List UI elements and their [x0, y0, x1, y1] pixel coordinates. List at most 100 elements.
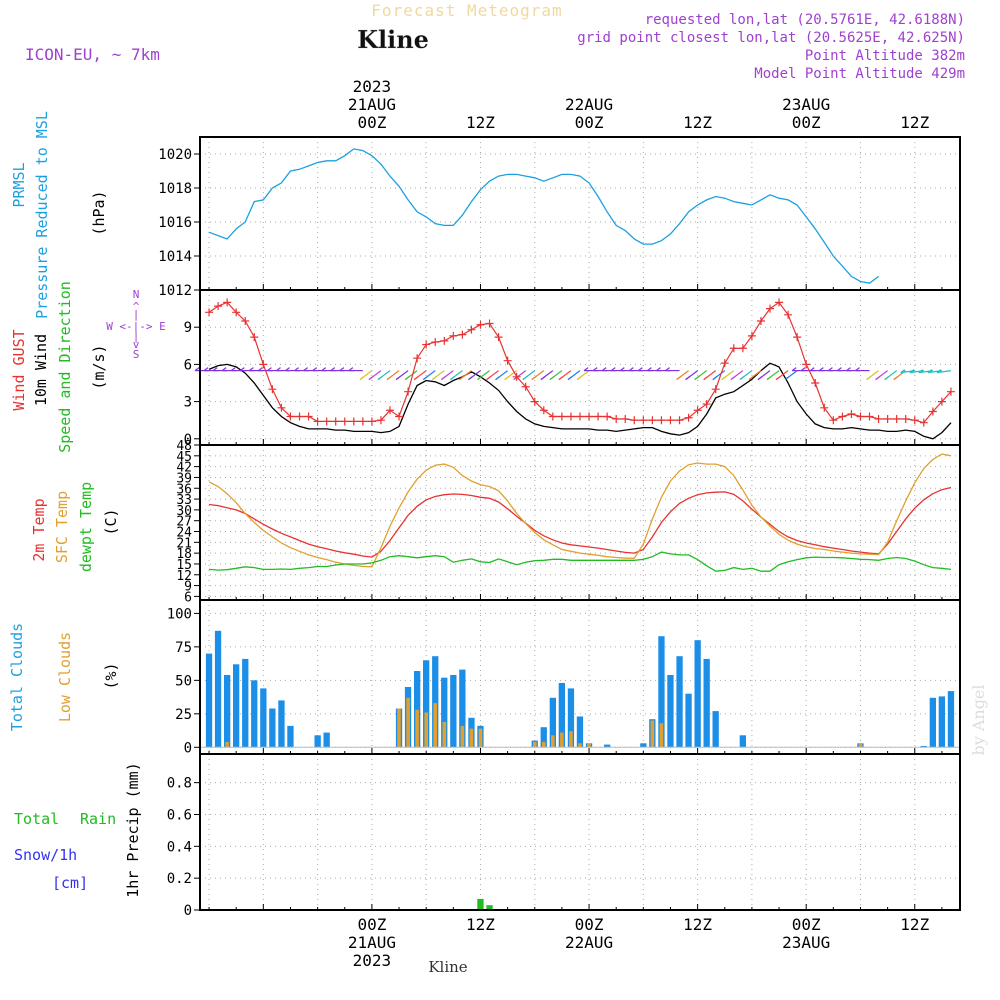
precip-label-total: Total [14, 810, 59, 828]
y-tick-label: 12 [176, 569, 192, 584]
clouds-label-total: Total Clouds [8, 623, 26, 731]
compass-bar: | [133, 308, 140, 321]
gust-marker [802, 360, 811, 369]
gust-marker [910, 416, 919, 425]
gust-marker [395, 412, 404, 421]
wind-arrow-head [918, 369, 924, 374]
gust-marker [232, 308, 241, 317]
wind-arrow-head [348, 367, 354, 372]
wind-arrow-head [927, 369, 933, 374]
gust-marker [250, 333, 259, 342]
wind-arrow-head [900, 369, 906, 374]
total-cloud-bar [287, 725, 294, 748]
gust-marker [892, 414, 901, 423]
total-cloud-bar [260, 688, 267, 748]
gust-marker [639, 416, 648, 425]
gust-marker [458, 330, 467, 339]
y-tick-label: 1012 [158, 283, 192, 299]
wind-arrow-head [359, 376, 365, 381]
wind-arrow-head [855, 367, 860, 372]
gust-marker [838, 412, 847, 421]
wind-arrow-head [703, 376, 709, 381]
wind-arrow-head [276, 367, 281, 372]
total-cloud-bar [667, 675, 674, 748]
wind-arrow-head [748, 376, 754, 381]
bottom-axis-label: 12Z [900, 915, 929, 934]
precip-label-rain: Rain [80, 810, 116, 828]
gust-marker [214, 302, 223, 311]
gust-marker [576, 412, 584, 421]
gust-marker [413, 354, 422, 363]
total-cloud-bar [920, 746, 927, 748]
wind-arrow-head [837, 367, 842, 372]
wind-label-speed-dir: Speed and Direction [56, 281, 74, 453]
gust-marker [340, 417, 349, 426]
gust-marker [431, 338, 440, 347]
low-cloud-bar [650, 720, 655, 748]
gust-marker [548, 412, 557, 421]
y-tick-label: 6 [184, 590, 192, 605]
gust-marker [738, 344, 747, 353]
low-cloud-bar [469, 728, 474, 748]
wind-arrow-head [775, 376, 781, 381]
y-tick-label: 39 [176, 471, 192, 486]
wind-label-gust: Wind GUST [10, 329, 28, 410]
gust-marker [585, 412, 594, 421]
wind-direction-arrow [936, 370, 952, 374]
wind-arrow-head [248, 367, 254, 372]
gust-marker [440, 336, 449, 345]
series-line-10m-wind [208, 362, 952, 440]
wind-arrow-head [422, 376, 428, 381]
total-cloud-bar [929, 697, 936, 748]
wind-arrow-head [395, 376, 401, 381]
wind-arrow-head [203, 367, 209, 372]
gust-marker [865, 412, 874, 421]
wind-label-10m: 10m Wind [32, 334, 50, 406]
gust-marker [485, 319, 494, 328]
gust-marker [313, 417, 322, 426]
wind-arrow-head [638, 367, 643, 372]
gust-marker [277, 403, 286, 412]
y-tick-label: 0 [184, 740, 192, 756]
pressure-label-msl: Pressure Reduced to MSL [33, 111, 51, 319]
gust-marker [349, 417, 358, 426]
low-cloud-bar [415, 709, 419, 748]
wind-arrow-head [665, 367, 670, 372]
y-tick-label: 0 [184, 903, 192, 919]
wind-arrow-head [791, 367, 797, 372]
gust-marker [304, 412, 313, 421]
gust-marker [503, 356, 512, 365]
low-cloud-bar [397, 708, 401, 748]
rain-bar [486, 905, 493, 910]
low-cloud-bar [424, 712, 428, 748]
gust-marker [223, 298, 232, 307]
y-tick-label: 6 [184, 357, 192, 373]
y-tick-label: 0.4 [167, 839, 192, 855]
compass-bar: | [133, 330, 140, 343]
wind-arrow-head [377, 376, 383, 381]
y-tick-label: 0.8 [167, 776, 192, 792]
gust-marker [358, 417, 367, 426]
total-cloud-bar [549, 697, 556, 748]
series-line-wind-gust [208, 301, 952, 424]
top-axis-label: 22AUG [565, 95, 613, 114]
low-cloud-bar [542, 741, 546, 748]
gust-marker [847, 410, 856, 418]
pressure-unit: (hPa) [90, 190, 108, 235]
total-cloud-bar [567, 688, 575, 748]
precip-label-cm: [cm] [52, 874, 88, 892]
wind-arrow-head [386, 376, 392, 381]
total-cloud-bar [459, 669, 466, 748]
y-tick-label: 0.2 [167, 871, 192, 887]
gust-marker [684, 413, 693, 422]
total-cloud-bar [414, 671, 421, 748]
model-label: ICON-EU, ~ 7km [25, 45, 160, 64]
y-tick-label: 30 [176, 504, 192, 519]
wind-arrow-head [230, 367, 236, 372]
top-axis-label: 21AUG [348, 95, 396, 114]
clouds-unit: (%) [102, 662, 120, 689]
gust-marker [784, 310, 793, 319]
gust-marker [928, 407, 937, 416]
y-tick-label: 1016 [158, 215, 192, 231]
